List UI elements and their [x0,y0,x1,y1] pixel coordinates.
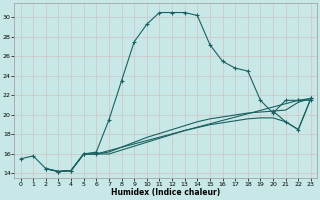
X-axis label: Humidex (Indice chaleur): Humidex (Indice chaleur) [111,188,220,197]
